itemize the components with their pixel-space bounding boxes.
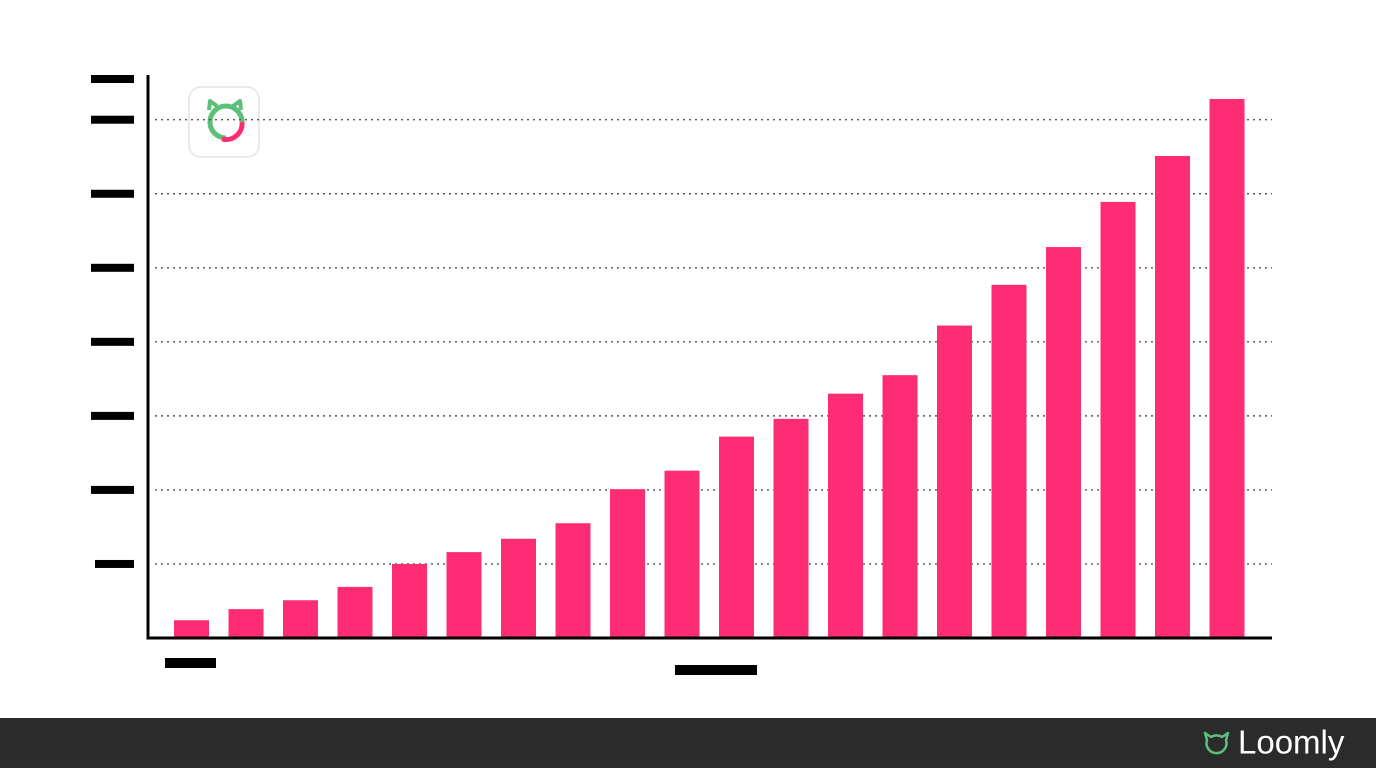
bar	[1046, 247, 1081, 639]
y-tick-mark	[91, 411, 134, 420]
footer-bar	[0, 718, 1376, 768]
redacted-label	[165, 658, 216, 668]
app-logo	[188, 86, 260, 158]
bar	[392, 563, 427, 638]
y-tick-mark	[91, 263, 134, 272]
y-tick-mark	[91, 485, 134, 494]
y-tick-mark	[91, 337, 134, 346]
bar	[610, 489, 645, 638]
bar	[1209, 98, 1245, 639]
bar	[228, 609, 264, 638]
bar	[501, 538, 536, 638]
y-tick-mark	[91, 189, 134, 198]
bar	[283, 600, 318, 638]
bar	[446, 552, 482, 638]
footer: Loomly	[0, 718, 1376, 768]
bar	[773, 418, 809, 638]
bar	[664, 470, 700, 638]
bar	[1100, 201, 1136, 639]
bar	[991, 284, 1027, 638]
y-tick-mark	[95, 559, 134, 568]
bar	[882, 375, 918, 638]
bar	[337, 586, 373, 638]
brand-icon	[1203, 731, 1230, 755]
bar	[1155, 156, 1190, 638]
y-tick-mark	[91, 75, 134, 83]
bar	[555, 523, 591, 638]
bar	[174, 620, 209, 638]
bar	[937, 325, 972, 638]
redacted-label	[675, 665, 757, 675]
plot	[91, 75, 1272, 640]
brand-name: Loomly	[1238, 724, 1345, 761]
bar	[719, 436, 754, 638]
y-tick-mark	[91, 115, 134, 124]
bar	[828, 393, 863, 638]
